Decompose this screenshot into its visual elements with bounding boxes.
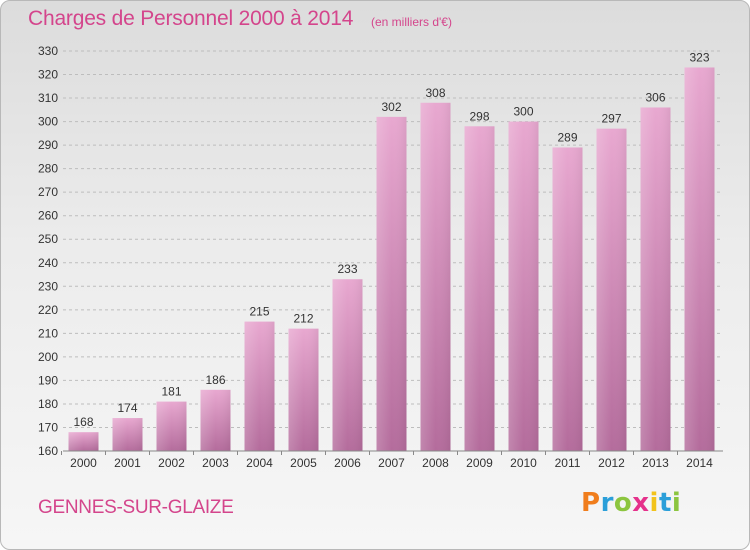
data-label: 174 xyxy=(117,401,137,415)
bar-shade xyxy=(68,432,99,451)
x-tick-label: 2008 xyxy=(422,456,449,470)
logo-letter: i xyxy=(649,488,659,518)
bar-shade xyxy=(420,102,451,451)
y-tick-label: 280 xyxy=(38,162,58,176)
data-label: 186 xyxy=(205,373,225,387)
bar-shade xyxy=(200,389,231,451)
x-tick-label: 2012 xyxy=(598,456,625,470)
x-tick-label: 2006 xyxy=(334,456,361,470)
data-label: 289 xyxy=(557,130,577,144)
y-tick-label: 260 xyxy=(38,209,58,223)
y-tick-label: 240 xyxy=(38,256,58,270)
bar-shade xyxy=(684,67,715,452)
x-tick-label: 2009 xyxy=(466,456,493,470)
y-tick-label: 160 xyxy=(38,444,58,458)
y-tick-label: 220 xyxy=(38,303,58,317)
y-tick-label: 190 xyxy=(38,373,58,387)
data-label: 323 xyxy=(689,50,709,64)
unit-label: (en milliers d'€) xyxy=(371,15,452,29)
bar-shade xyxy=(552,147,583,451)
x-tick-label: 2000 xyxy=(70,456,97,470)
logo-letter: t xyxy=(658,488,672,518)
x-tick-label: 2004 xyxy=(246,456,273,470)
bar-shade xyxy=(156,401,187,451)
data-label: 308 xyxy=(425,86,445,100)
y-tick-label: 290 xyxy=(38,138,58,152)
bar-shade xyxy=(332,279,363,451)
logo-letter: o xyxy=(613,488,633,518)
logo-letter: P xyxy=(581,488,601,518)
x-tick-label: 2011 xyxy=(555,456,581,470)
x-axis-ticks: 2000 2001 2002 2003 2004 2005 2006 2007 2008 2009… xyxy=(61,451,713,470)
logo-letter: i xyxy=(671,488,682,518)
y-tick-label: 200 xyxy=(38,350,58,364)
bar-shade xyxy=(112,418,143,451)
x-tick-label: 2002 xyxy=(158,456,185,470)
bar-shade xyxy=(288,328,319,451)
logo-letter: r xyxy=(600,488,614,518)
data-label: 298 xyxy=(469,109,489,123)
bar-shade xyxy=(596,128,627,451)
x-tick-label: 2003 xyxy=(202,456,229,470)
bars: 168 174 181 186 215 212 233 302 308 298 300 289 297 3… xyxy=(68,50,715,452)
bar-shade xyxy=(640,107,671,452)
x-tick-label: 2005 xyxy=(290,456,317,470)
bar-shade xyxy=(464,126,495,451)
place-name: GENNES-SUR-GLAIZE xyxy=(38,497,234,518)
y-tick-label: 310 xyxy=(38,91,58,105)
data-label: 168 xyxy=(73,415,93,429)
y-tick-label: 320 xyxy=(38,68,58,82)
data-label: 300 xyxy=(513,105,533,119)
data-label: 181 xyxy=(161,385,181,399)
logo-letter: x xyxy=(632,488,650,518)
y-tick-label: 300 xyxy=(38,115,58,129)
y-tick-label: 250 xyxy=(38,232,58,246)
data-label: 297 xyxy=(601,112,621,126)
data-label: 215 xyxy=(249,305,269,319)
data-label: 306 xyxy=(645,90,665,104)
y-tick-label: 330 xyxy=(38,44,58,58)
x-tick-label: 2010 xyxy=(510,456,537,470)
y-tick-label: 270 xyxy=(38,185,58,199)
y-tick-label: 230 xyxy=(38,279,58,293)
x-tick-label: 2013 xyxy=(642,456,669,470)
x-tick-label: 2007 xyxy=(378,456,405,470)
data-label: 302 xyxy=(381,100,401,114)
y-tick-label: 180 xyxy=(38,397,58,411)
data-label: 212 xyxy=(293,312,313,326)
x-tick-label: 2014 xyxy=(686,456,713,470)
chart-title: Charges de Personnel 2000 à 2014 xyxy=(28,7,354,30)
y-axis-ticks: 160 170 180 190 200 210 220 230 240 250 260 270 280 2… xyxy=(38,44,58,458)
proxiti-logo: Proxiti xyxy=(581,488,681,518)
data-label: 233 xyxy=(337,262,357,276)
bar-shade xyxy=(508,121,539,452)
x-tick-label: 2001 xyxy=(114,456,141,470)
y-tick-label: 210 xyxy=(38,326,58,340)
y-tick-label: 170 xyxy=(38,420,58,434)
bar-shade xyxy=(244,321,275,451)
bar-shade xyxy=(376,116,407,451)
